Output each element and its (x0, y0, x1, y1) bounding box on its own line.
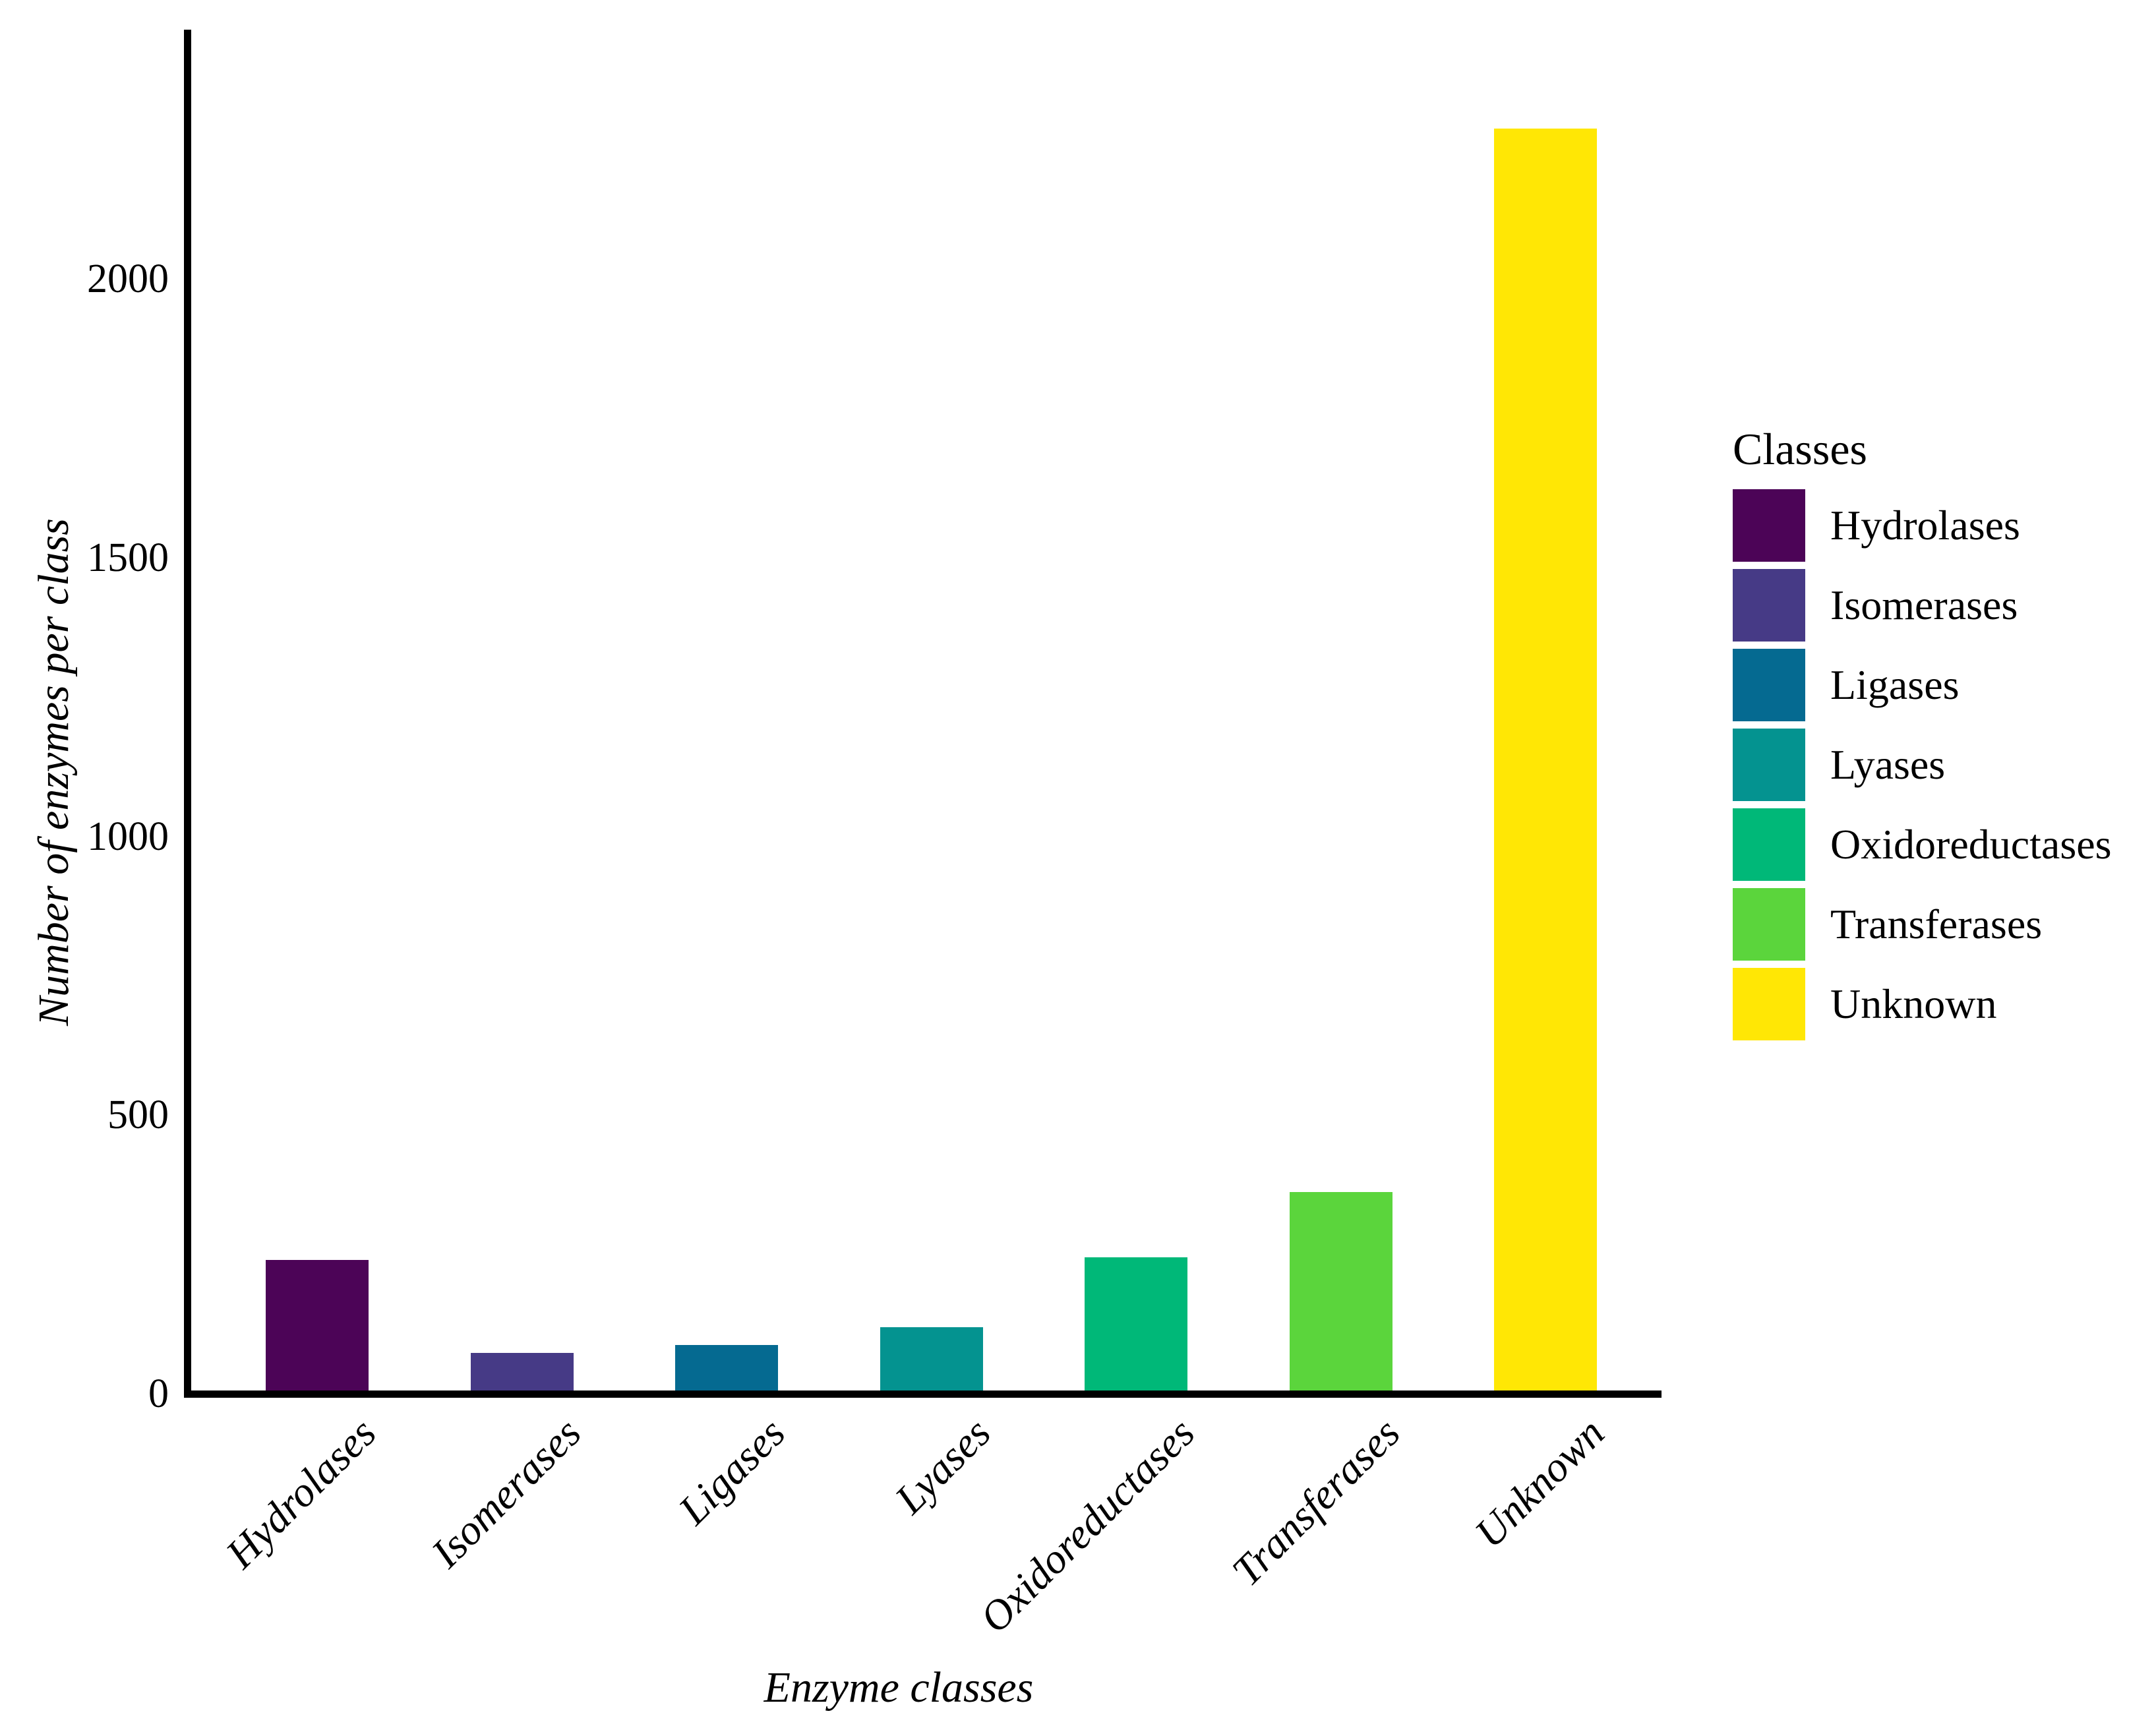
legend-label-hydrolases: Hydrolases (1830, 502, 2020, 549)
legend-swatch-transferases (1733, 888, 1805, 961)
y-tick-label-2000: 2000 (87, 256, 169, 301)
bar-ligases (675, 1345, 778, 1394)
x-tick-label-unknown: Unknown (1465, 1409, 1613, 1557)
legend-swatch-hydrolases (1733, 489, 1805, 562)
legend-item-oxidoreductases: Oxidoreductases (1733, 808, 2112, 881)
y-axis-title: Number of enzymes per class (30, 518, 78, 1026)
y-tick-label-1500: 1500 (87, 535, 169, 580)
y-tick-label-500: 500 (107, 1092, 169, 1137)
x-axis-title: Enzyme classes (764, 1663, 1034, 1712)
y-tick-label-0: 0 (148, 1371, 169, 1416)
legend-item-transferases: Transferases (1733, 888, 2112, 961)
x-tick-label-isomerases: Isomerases (422, 1409, 590, 1577)
legend-item-hydrolases: Hydrolases (1733, 489, 2112, 562)
bar-isomerases (471, 1353, 574, 1394)
bar-lyases (880, 1327, 983, 1394)
legend: Classes Hydrolases Isomerases Ligases Lyase… (1733, 426, 2112, 1048)
bar-unknown (1494, 129, 1597, 1394)
legend-items: Hydrolases Isomerases Ligases Lyases Oxidore… (1733, 489, 2112, 1040)
y-tick-label-1000: 1000 (87, 814, 169, 859)
bar-transferases (1290, 1192, 1392, 1394)
legend-label-unknown: Unknown (1830, 980, 1997, 1027)
legend-label-ligases: Ligases (1830, 661, 1960, 708)
legend-label-lyases: Lyases (1830, 741, 1946, 788)
legend-item-lyases: Lyases (1733, 729, 2112, 801)
legend-swatch-ligases (1733, 649, 1805, 721)
legend-item-ligases: Ligases (1733, 649, 2112, 721)
x-tick-label-oxidoreductases: Oxidoreductases (971, 1409, 1204, 1642)
legend-title: Classes (1733, 424, 1867, 474)
legend-swatch-lyases (1733, 729, 1805, 801)
legend-item-unknown: Unknown (1733, 968, 2112, 1040)
legend-item-isomerases: Isomerases (1733, 569, 2112, 642)
bar-hydrolases (266, 1260, 369, 1394)
x-tick-label-lyases: Lyases (885, 1409, 1000, 1523)
bar-oxidoreductases (1085, 1257, 1187, 1394)
legend-label-transferases: Transferases (1830, 901, 2043, 947)
legend-label-oxidoreductases: Oxidoreductases (1830, 821, 2112, 868)
legend-swatch-isomerases (1733, 569, 1805, 642)
legend-swatch-oxidoreductases (1733, 808, 1805, 881)
x-tick-label-transferases: Transferases (1222, 1409, 1409, 1595)
legend-swatch-unknown (1733, 968, 1805, 1040)
x-axis-line (184, 1390, 1662, 1398)
x-tick-label-ligases: Ligases (669, 1409, 794, 1534)
x-tick-label-hydrolases: Hydrolases (216, 1409, 385, 1577)
legend-label-isomerases: Isomerases (1830, 582, 2018, 628)
y-axis-line (184, 30, 191, 1398)
